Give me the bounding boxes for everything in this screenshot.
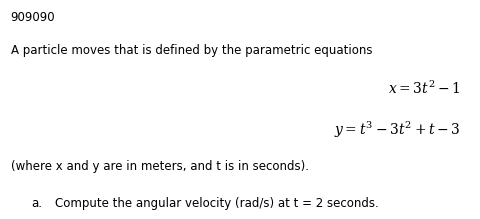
Text: 909090: 909090	[11, 11, 55, 24]
Text: $x = 3t^2 - 1$: $x = 3t^2 - 1$	[388, 80, 461, 97]
Text: Compute the angular velocity (rad/s) at t = 2 seconds.: Compute the angular velocity (rad/s) at …	[55, 197, 379, 210]
Text: a.: a.	[31, 197, 42, 210]
Text: $y = t^3 - 3t^2 + t - 3$: $y = t^3 - 3t^2 + t - 3$	[334, 119, 461, 140]
Text: A particle moves that is defined by the parametric equations: A particle moves that is defined by the …	[11, 44, 372, 57]
Text: (where x and y are in meters, and t is in seconds).: (where x and y are in meters, and t is i…	[11, 160, 309, 173]
